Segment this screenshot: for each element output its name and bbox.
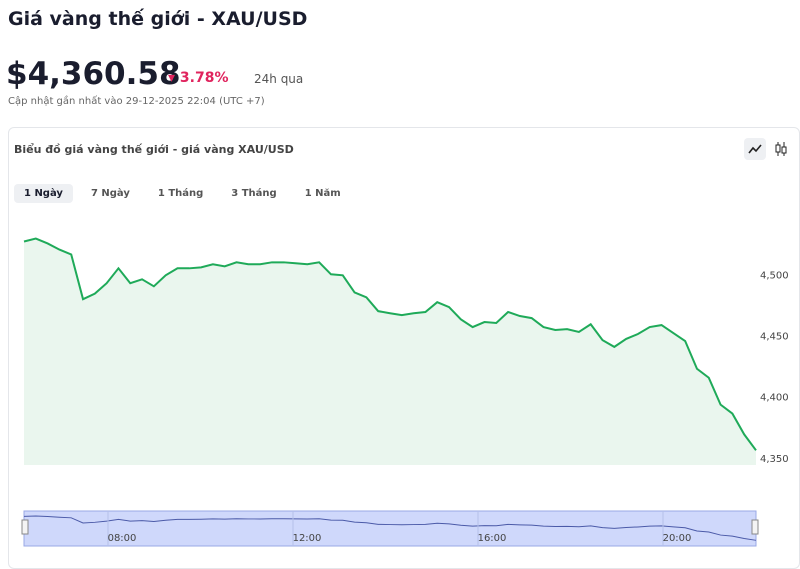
navigator-label: 16:00 <box>478 533 507 544</box>
y-tick-label: 4,350 <box>760 454 789 465</box>
page-title: Giá vàng thế giới - XAU/USD <box>8 8 308 30</box>
range-tab[interactable]: 7 Ngày <box>90 188 130 199</box>
candle-icon <box>775 142 787 156</box>
page: Giá vàng thế giới - XAU/USD $4,360.58 ▾ … <box>6 8 800 569</box>
price: $4,360.58 <box>6 56 181 92</box>
range-tab[interactable]: 1 Ngày <box>14 184 73 203</box>
price-line <box>23 237 757 451</box>
price-change: ▾ 3.78% <box>168 70 229 86</box>
navigator-handle[interactable] <box>21 519 29 535</box>
range-tab[interactable]: 3 Tháng <box>231 188 277 199</box>
updated-time: Cập nhật gần nhất vào 29-12-2025 22:04 (… <box>8 96 265 107</box>
range-tab[interactable]: 1 Năm <box>304 188 341 199</box>
panel-title: Biểu đồ giá vàng thế giới - giá vàng XAU… <box>14 143 294 156</box>
candle-chart-button[interactable] <box>770 138 792 160</box>
navigator-label: 20:00 <box>663 533 692 544</box>
navigator-handle[interactable] <box>751 519 759 535</box>
range-tabs: 1 Ngày 7 Ngày 1 Tháng 3 Tháng 1 Năm <box>14 184 351 203</box>
navigator-line <box>23 515 757 541</box>
y-tick-label: 4,400 <box>760 393 789 404</box>
navigator-label: 08:00 <box>108 533 137 544</box>
area-fill <box>24 238 756 465</box>
navigator-bg <box>23 510 757 547</box>
range-tab[interactable]: 1 Tháng <box>157 188 204 199</box>
line-chart-button[interactable] <box>744 138 766 160</box>
navigator-label: 12:00 <box>293 533 322 544</box>
chart: 4,350 4,400 4,450 4,500 08:00 12:00 16:00 20:00 <box>21 237 789 547</box>
y-tick-label: 4,450 <box>760 331 789 342</box>
change-period: 24h qua <box>254 72 304 86</box>
change-value: 3.78% <box>179 70 229 86</box>
line-icon <box>748 144 762 154</box>
y-tick-label: 4,500 <box>760 270 789 281</box>
